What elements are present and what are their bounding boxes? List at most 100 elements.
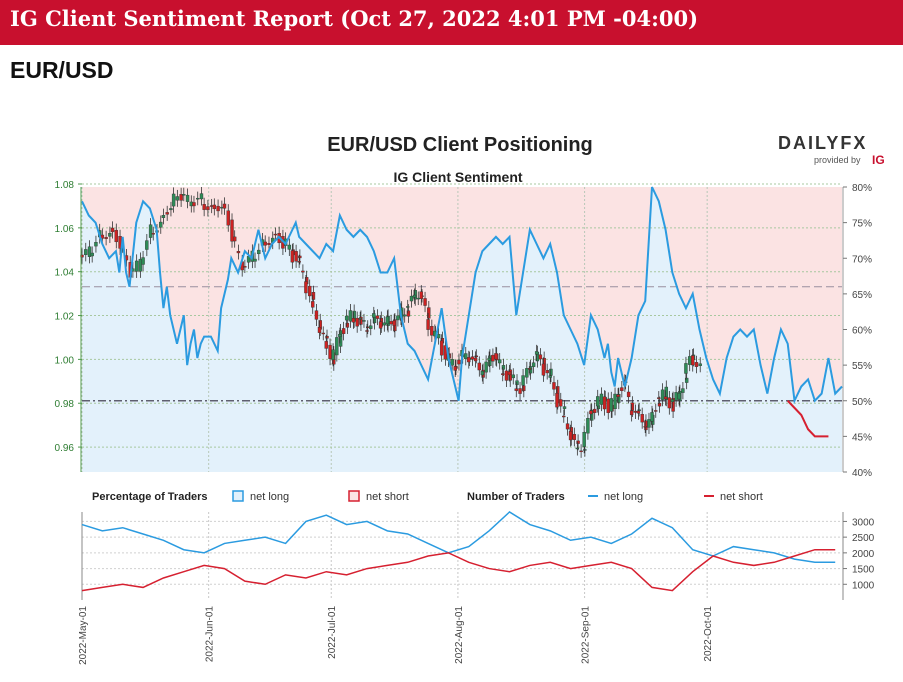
candle-body bbox=[470, 356, 475, 360]
pct-tick-label: 55% bbox=[852, 361, 872, 372]
pct-tick-label: 45% bbox=[852, 432, 872, 443]
candle-body bbox=[335, 337, 339, 356]
candle-body bbox=[412, 294, 417, 298]
candle-body bbox=[307, 285, 312, 297]
candle-body bbox=[491, 354, 495, 362]
candle-body bbox=[522, 385, 526, 391]
candle-body bbox=[477, 362, 482, 371]
candle-body bbox=[599, 393, 604, 405]
candle-body bbox=[633, 410, 638, 413]
traders-long-line bbox=[81, 511, 836, 564]
candle-body bbox=[609, 398, 613, 412]
main-plot: 1.08 1.06 1.04 1.02 1.00 0.98 0.96 80% 75% 70% 65… bbox=[55, 180, 873, 479]
candle-body bbox=[467, 357, 471, 363]
candle-body bbox=[169, 208, 173, 211]
candle-body bbox=[541, 363, 546, 376]
x-tick-label: 2022-Aug-01 bbox=[454, 606, 465, 664]
candle-body bbox=[538, 354, 543, 360]
price-tick-label: 1.04 bbox=[55, 268, 75, 279]
candle-body bbox=[406, 306, 410, 308]
legend: Percentage of Traders net long net short… bbox=[92, 490, 763, 503]
legend-pct-short-swatch bbox=[348, 490, 360, 502]
candle-body bbox=[212, 204, 217, 210]
candle-body bbox=[583, 449, 587, 451]
lower-vertical-gridlines bbox=[81, 512, 708, 600]
candle-body bbox=[660, 389, 665, 400]
candle-body bbox=[314, 310, 319, 320]
pct-tick-label: 75% bbox=[852, 219, 872, 230]
candle-body bbox=[640, 414, 644, 423]
pct-tick-label: 40% bbox=[852, 468, 872, 479]
dailyfx-wordmark: DAILYFX bbox=[778, 133, 867, 153]
candle-body bbox=[663, 396, 668, 400]
candle-body bbox=[497, 359, 502, 364]
candle-body bbox=[504, 370, 509, 381]
provided-by-text: provided by bbox=[814, 155, 861, 165]
legend-pct-long-swatch bbox=[232, 490, 244, 502]
pct-tick-label: 50% bbox=[852, 397, 872, 408]
price-tick-label: 1.02 bbox=[55, 312, 75, 323]
chart-title: EUR/USD Client Positioning bbox=[327, 134, 593, 156]
candle-body bbox=[165, 212, 169, 215]
pct-tick-label: 80% bbox=[852, 183, 872, 194]
candle-body bbox=[626, 391, 631, 398]
candle-body bbox=[416, 297, 420, 300]
candle-body bbox=[657, 402, 662, 407]
candle-body bbox=[378, 321, 383, 329]
candle-body bbox=[534, 351, 539, 355]
candle-body bbox=[568, 431, 573, 441]
candle-body bbox=[196, 197, 200, 200]
candle-body bbox=[674, 392, 678, 401]
candle-body bbox=[321, 332, 325, 335]
candle-body bbox=[555, 392, 559, 408]
candle-body bbox=[338, 334, 342, 337]
candle-body bbox=[206, 206, 210, 211]
candle-body bbox=[453, 366, 457, 371]
candle-body bbox=[84, 249, 88, 255]
candle-body bbox=[606, 398, 610, 414]
candle-body bbox=[104, 237, 108, 239]
legend-pct-short: net short bbox=[366, 491, 409, 503]
traders-tick-label: 1000 bbox=[852, 580, 875, 591]
candle-body bbox=[586, 418, 590, 434]
candle-body bbox=[576, 440, 580, 444]
price-candles bbox=[80, 187, 702, 458]
candle-body bbox=[698, 363, 702, 366]
x-tick-label: 2022-Oct-01 bbox=[703, 606, 714, 662]
price-tick-label: 1.00 bbox=[55, 355, 75, 366]
candle-body bbox=[430, 326, 434, 336]
candle-body bbox=[294, 251, 298, 262]
ig-mark: IG bbox=[872, 153, 885, 167]
candle-body bbox=[592, 408, 597, 414]
candle-body bbox=[304, 281, 308, 294]
candle-body bbox=[681, 388, 685, 393]
traders-axis: 3000 2500 2000 1500 1000 bbox=[843, 517, 875, 591]
candle-body bbox=[427, 307, 431, 319]
candle-body bbox=[257, 249, 261, 255]
candle-body bbox=[362, 320, 366, 322]
report-title: IG Client Sentiment Report (Oct 27, 2022… bbox=[10, 6, 699, 31]
candle-body bbox=[419, 291, 423, 299]
candle-body bbox=[670, 399, 675, 403]
price-axis: 1.08 1.06 1.04 1.02 1.00 0.98 0.96 bbox=[55, 180, 82, 454]
candle-body bbox=[185, 194, 190, 202]
candle-body bbox=[324, 341, 328, 349]
candle-body bbox=[687, 356, 692, 365]
candle-body bbox=[677, 392, 681, 400]
candle-body bbox=[311, 301, 315, 308]
candle-body bbox=[514, 388, 518, 391]
candle-body bbox=[273, 233, 278, 236]
candle-body bbox=[317, 327, 322, 333]
candle-body bbox=[511, 374, 515, 379]
candle-body bbox=[616, 394, 620, 397]
percent-axis: 80% 75% 70% 65% 60% 55% 50% 45% 40% bbox=[843, 183, 872, 479]
dailyfx-logo: DAILYFX provided by IG bbox=[778, 133, 885, 167]
candle-body bbox=[671, 398, 675, 412]
candle-body bbox=[647, 419, 651, 428]
candle-body bbox=[243, 266, 247, 268]
candle-body bbox=[232, 236, 237, 242]
traders-short-line bbox=[81, 548, 836, 592]
candle-body bbox=[396, 315, 400, 321]
price-tick-label: 0.98 bbox=[55, 399, 75, 410]
price-tick-label: 0.96 bbox=[55, 443, 75, 454]
